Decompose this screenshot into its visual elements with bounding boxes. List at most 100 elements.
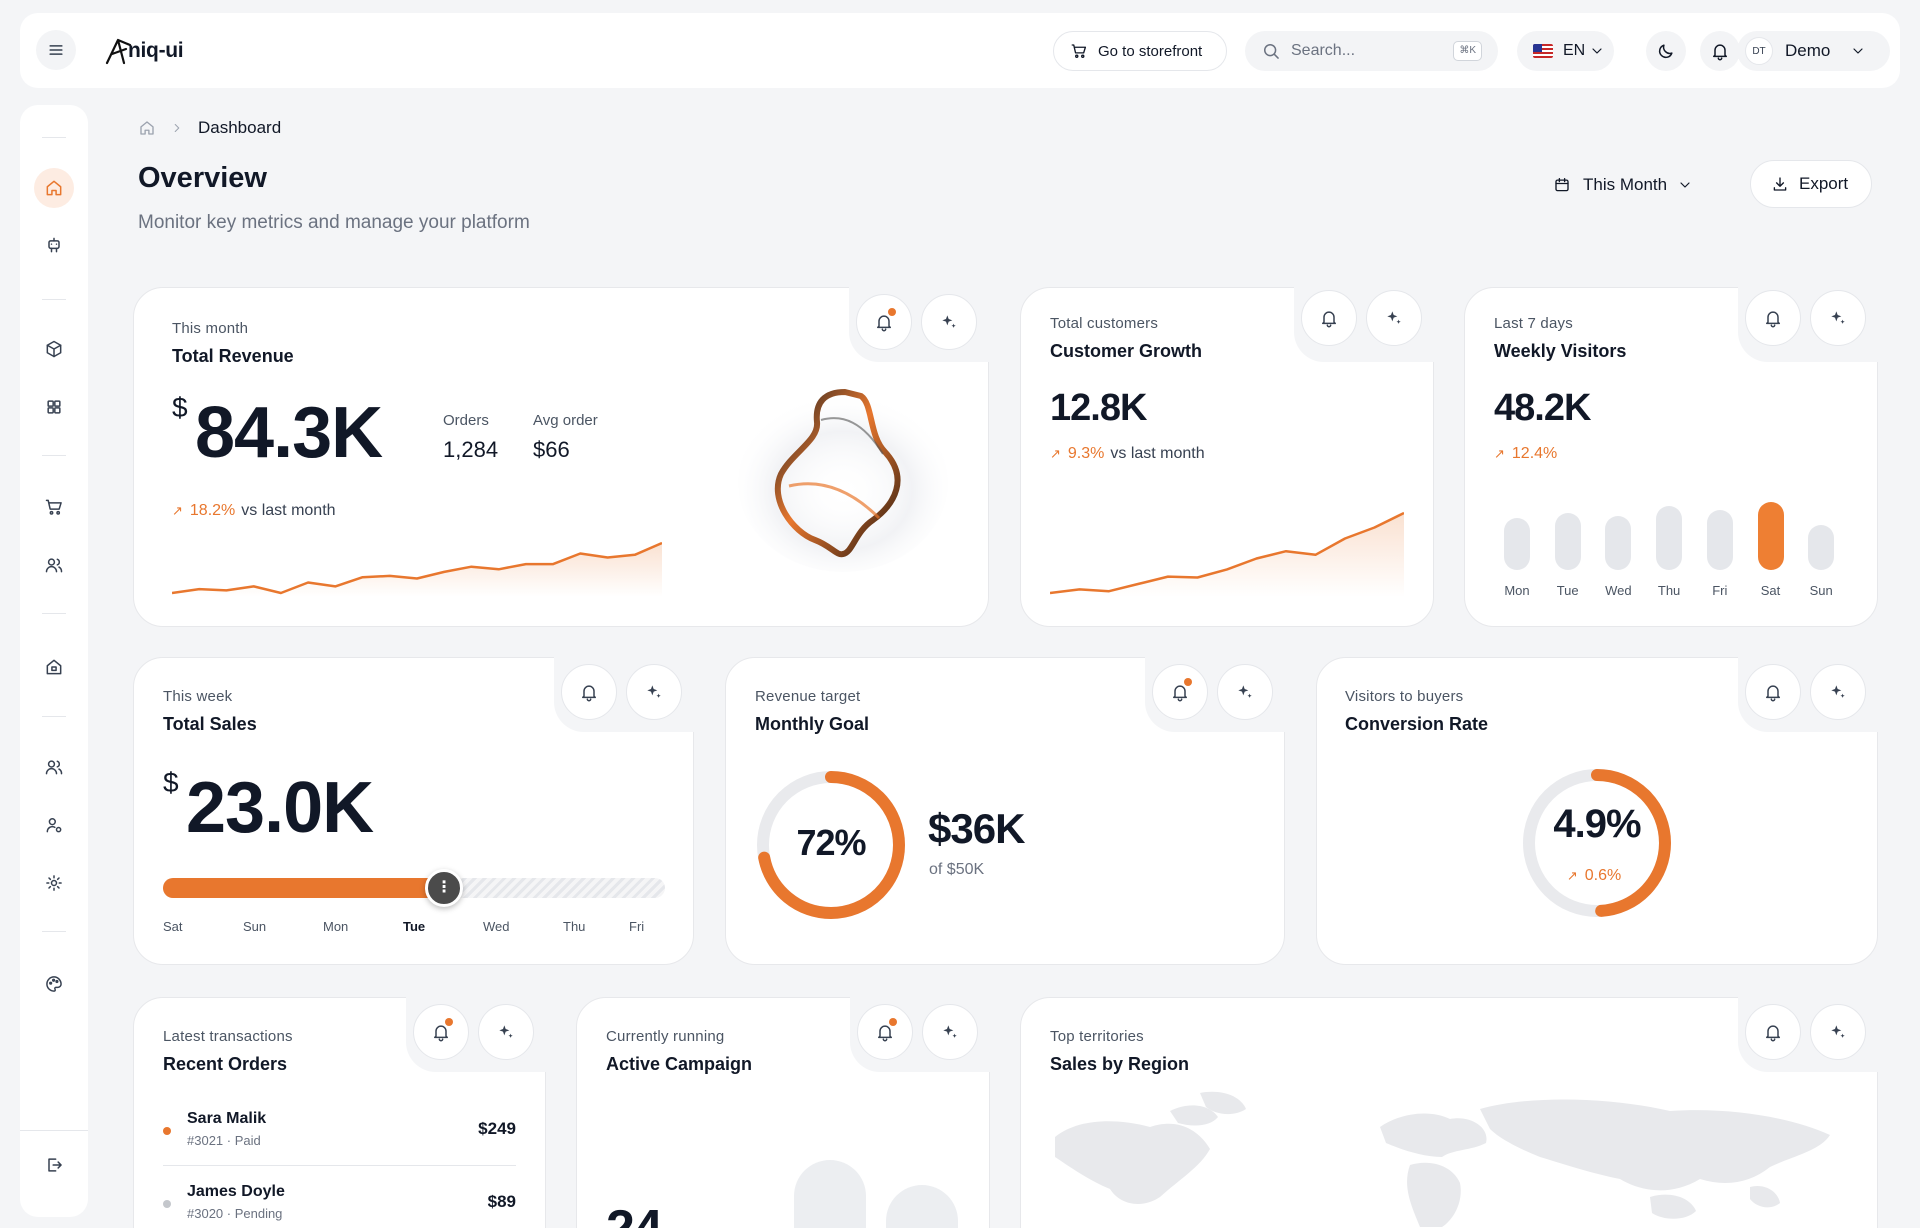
sparkline-area xyxy=(1050,513,1404,597)
sidebar-divider xyxy=(42,931,66,932)
breadcrumb: Dashboard xyxy=(138,118,281,138)
day-label: Mon xyxy=(1504,583,1530,598)
search-input[interactable] xyxy=(1291,42,1441,60)
chevron-down-icon xyxy=(1853,48,1863,54)
card-title: Conversion Rate xyxy=(1345,714,1489,734)
sidebar-item-theme[interactable] xyxy=(34,964,74,1004)
gear-icon xyxy=(46,875,62,891)
users-icon xyxy=(45,760,63,775)
day-label: Wed xyxy=(483,919,510,934)
brand-name: niq-ui xyxy=(128,39,184,62)
sidebar-item-orders[interactable] xyxy=(34,487,74,527)
card-kicker: This week xyxy=(163,688,233,705)
ai-insights-button[interactable] xyxy=(922,1004,978,1060)
bar-sat[interactable] xyxy=(1757,502,1784,570)
card-title: Recent Orders xyxy=(163,1054,288,1074)
ai-insights-button[interactable] xyxy=(1217,664,1273,720)
export-button[interactable]: Export xyxy=(1750,160,1872,208)
revenue-value: 84.3K xyxy=(195,393,383,473)
alert-button[interactable] xyxy=(1745,1004,1801,1060)
alert-button[interactable] xyxy=(561,664,617,720)
sidebar-item-profile[interactable] xyxy=(34,805,74,845)
day-label: Tue xyxy=(1556,583,1579,598)
sidebar-item-ai[interactable] xyxy=(34,225,74,265)
sidebar-item-products[interactable] xyxy=(34,329,74,369)
day-label: Sat xyxy=(1760,583,1781,598)
sidebar-item-apps[interactable] xyxy=(34,387,74,427)
ai-insights-button[interactable] xyxy=(478,1004,534,1060)
slider-handle[interactable]: ⋮ xyxy=(425,869,464,907)
currency-symbol: $ xyxy=(172,392,188,423)
sidebar-item-store[interactable] xyxy=(34,647,74,687)
alert-button[interactable] xyxy=(1152,664,1208,720)
avg-order-value: $66 xyxy=(533,437,570,462)
theme-toggle-button[interactable] xyxy=(1646,31,1686,71)
alert-button[interactable] xyxy=(1301,290,1357,346)
chevron-right-icon xyxy=(174,123,180,133)
alert-button[interactable] xyxy=(856,294,912,350)
bell-icon xyxy=(1766,685,1780,702)
go-to-storefront-button[interactable]: Go to storefront xyxy=(1053,31,1227,71)
bar-mon[interactable] xyxy=(1504,518,1530,570)
trend-up-icon: ↗ xyxy=(1494,446,1505,461)
alert-button[interactable] xyxy=(1745,290,1801,346)
top-bar: niq-ui Go to storefront ⌘K EN DT Demo xyxy=(20,13,1900,88)
notifications-button[interactable] xyxy=(1700,31,1740,71)
ai-insights-button[interactable] xyxy=(1810,664,1866,720)
alert-button[interactable] xyxy=(413,1004,469,1060)
breadcrumb-current: Dashboard xyxy=(198,118,282,137)
alert-button[interactable] xyxy=(857,1004,913,1060)
logo-mark-icon xyxy=(105,38,132,65)
ai-insights-button[interactable] xyxy=(1810,290,1866,346)
bar-thu[interactable] xyxy=(1656,506,1683,570)
currency-symbol: $ xyxy=(163,767,179,798)
campaign-value: 24 xyxy=(606,1199,663,1228)
cart-icon xyxy=(45,499,62,515)
visitors-value: 48.2K xyxy=(1494,387,1591,429)
ai-insights-button[interactable] xyxy=(921,294,977,350)
week-progress-slider[interactable]: ⋮ xyxy=(163,869,665,907)
bar-wed[interactable] xyxy=(1605,516,1632,570)
sidebar-item-settings[interactable] xyxy=(34,863,74,903)
alert-button[interactable] xyxy=(1745,664,1801,720)
day-label: Sun xyxy=(243,919,267,934)
sidebar-item-logout[interactable] xyxy=(34,1145,74,1185)
page-subtitle: Monitor key metrics and manage your plat… xyxy=(138,212,530,233)
user-menu[interactable]: DT Demo xyxy=(1737,31,1890,71)
ai-insights-button[interactable] xyxy=(1366,290,1422,346)
period-selector[interactable]: This Month xyxy=(1553,165,1693,205)
sidebar-divider xyxy=(42,455,66,456)
ring-progress xyxy=(1523,769,1671,917)
bar-sun[interactable] xyxy=(1808,525,1835,570)
card-title: Active Campaign xyxy=(606,1054,753,1074)
export-label: Export xyxy=(1799,174,1849,193)
trend-percent: 9.3% xyxy=(1067,445,1105,462)
bar-fri[interactable] xyxy=(1706,510,1733,570)
bar-tue[interactable] xyxy=(1554,512,1581,570)
box-icon xyxy=(46,340,62,358)
search-box[interactable]: ⌘K xyxy=(1245,31,1498,71)
brand-logo[interactable]: niq-ui xyxy=(104,35,184,67)
sidebar-item-team[interactable] xyxy=(34,747,74,787)
menu-button[interactable] xyxy=(36,30,76,70)
sidebar-item-customers[interactable] xyxy=(34,545,74,585)
order-amount: $89 xyxy=(487,1192,516,1211)
calendar-icon xyxy=(1555,177,1569,192)
orders-value: 1,284 xyxy=(443,437,499,462)
customer-growth-card: Total customers Customer Growth 12.8K ↗ … xyxy=(1020,287,1434,627)
decorative-3d-shape xyxy=(738,389,948,572)
order-meta: #3020 · Pending xyxy=(187,1206,283,1221)
logout-icon xyxy=(48,1158,62,1172)
trend-up-icon: ↗ xyxy=(1050,446,1061,461)
home-icon[interactable] xyxy=(138,119,156,137)
day-label: Thu xyxy=(563,919,586,934)
ai-insights-button[interactable] xyxy=(1810,1004,1866,1060)
cart-icon xyxy=(1071,44,1087,58)
download-icon xyxy=(1773,177,1787,191)
sales-by-region-card: Top territories Sales by Region xyxy=(1020,997,1878,1228)
ai-insights-button[interactable] xyxy=(626,664,682,720)
language-selector[interactable]: EN xyxy=(1517,31,1614,71)
sales-value: 23.0K xyxy=(186,768,374,848)
bell-icon xyxy=(1766,1025,1780,1042)
sidebar-item-home[interactable] xyxy=(34,168,74,208)
